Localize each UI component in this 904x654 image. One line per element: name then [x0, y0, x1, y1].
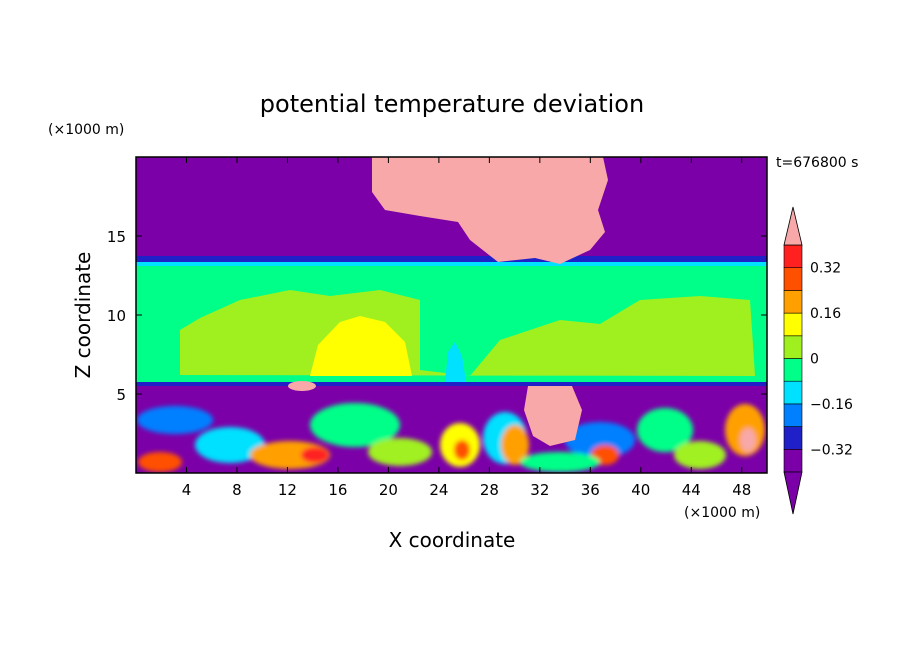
plot-area	[136, 157, 767, 473]
lower-turbulence	[137, 403, 765, 472]
x-tick-label: 4	[182, 481, 192, 499]
colorbar-segment	[783, 290, 803, 314]
y-tick-label: 10	[107, 307, 126, 325]
colorbar-segment	[783, 403, 803, 427]
small-pink-spot	[288, 381, 316, 391]
x-tick-label: 24	[429, 481, 448, 499]
colorbar-segment	[783, 244, 803, 269]
colorbar-segment	[783, 380, 803, 405]
colorbar-label: 0.16	[810, 306, 841, 322]
colorbar-label: −0.16	[810, 397, 853, 413]
time-label: t=676800 s	[776, 155, 858, 171]
x-tick-label: 28	[480, 481, 499, 499]
y-tick-label: 15	[107, 228, 126, 246]
colorbar-over-triangle	[783, 206, 803, 246]
y-axis: 5 10 15	[107, 228, 767, 404]
colorbar-segment	[783, 358, 803, 382]
mid-cyan-plume	[445, 342, 466, 382]
y-axis-label: Z coordinate	[71, 252, 95, 379]
colorbar-segment	[783, 267, 803, 291]
x-tick-label: 8	[232, 481, 242, 499]
layer-mid-lower-blue	[136, 382, 767, 386]
colorbar-segment	[783, 448, 803, 473]
colorbar-under-triangle	[783, 471, 803, 515]
x-tick-label: 36	[581, 481, 600, 499]
y-unit-label: (×1000 m)	[48, 122, 124, 138]
x-tick-label: 16	[328, 481, 347, 499]
x-tick-label: 44	[682, 481, 701, 499]
x-tick-label: 12	[278, 481, 297, 499]
x-unit-label: (×1000 m)	[684, 505, 760, 521]
colorbar: −0.32 −0.16 0 0.16 0.32	[783, 206, 853, 515]
colorbar-segment	[783, 335, 803, 359]
lower-pink-cloud	[524, 386, 582, 446]
layer-tropopause-cyan	[136, 262, 767, 268]
mid-yellow-region	[310, 316, 412, 376]
y-tick-label: 5	[116, 386, 126, 404]
chart-title: potential temperature deviation	[260, 90, 644, 118]
colorbar-segment	[783, 426, 803, 450]
x-tick-label: 20	[379, 481, 398, 499]
x-tick-label: 32	[530, 481, 549, 499]
x-axis: 4 8 12 16 20 24 28 32 36 40 44 48	[182, 157, 751, 499]
x-tick-label: 48	[732, 481, 751, 499]
layer-tropopause-blue	[136, 256, 767, 262]
x-axis-label: X coordinate	[389, 528, 516, 552]
colorbar-label: 0	[810, 352, 819, 368]
x-tick-label: 40	[631, 481, 650, 499]
colorbar-segment	[783, 312, 803, 337]
colorbar-label: 0.32	[810, 261, 841, 277]
upper-pink-cloud	[372, 157, 608, 264]
colorbar-label: −0.32	[810, 442, 853, 458]
